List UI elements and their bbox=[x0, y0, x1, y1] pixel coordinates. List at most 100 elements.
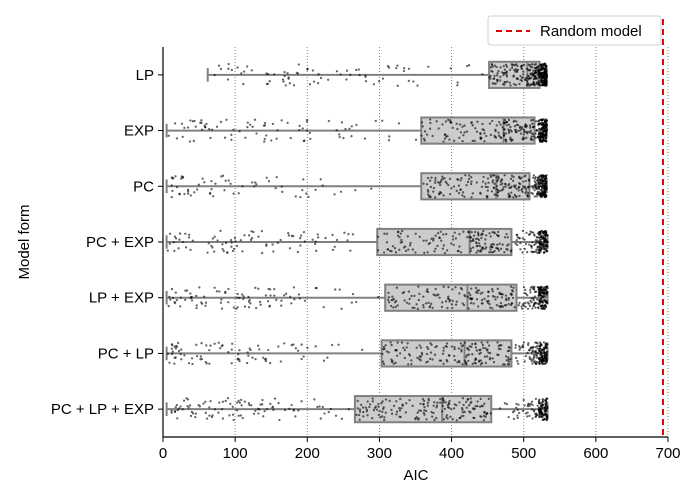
point bbox=[481, 73, 484, 76]
point bbox=[534, 68, 538, 72]
point bbox=[485, 300, 489, 303]
point bbox=[484, 242, 487, 245]
point bbox=[247, 234, 251, 237]
point bbox=[179, 305, 182, 308]
point bbox=[402, 346, 405, 350]
point bbox=[169, 298, 172, 301]
point bbox=[469, 397, 472, 400]
point bbox=[444, 401, 447, 404]
point bbox=[481, 343, 485, 347]
point bbox=[458, 292, 461, 295]
point bbox=[486, 341, 489, 344]
point bbox=[545, 292, 548, 295]
point bbox=[286, 121, 289, 125]
point bbox=[229, 402, 232, 406]
point bbox=[323, 412, 326, 415]
point bbox=[499, 123, 502, 126]
point bbox=[533, 71, 536, 75]
point bbox=[496, 191, 499, 194]
point bbox=[372, 83, 375, 86]
point bbox=[197, 183, 201, 186]
point bbox=[170, 411, 173, 414]
point bbox=[478, 244, 482, 248]
point bbox=[403, 299, 406, 302]
point bbox=[264, 294, 268, 297]
point bbox=[355, 123, 358, 127]
point bbox=[517, 185, 521, 188]
point bbox=[533, 234, 536, 237]
point bbox=[511, 289, 514, 292]
point bbox=[513, 306, 516, 309]
point bbox=[350, 135, 353, 138]
point bbox=[200, 119, 203, 122]
point bbox=[414, 417, 417, 421]
point bbox=[330, 343, 334, 347]
point bbox=[205, 344, 208, 347]
point bbox=[246, 351, 249, 354]
point bbox=[489, 74, 492, 78]
point bbox=[472, 302, 475, 305]
point bbox=[213, 286, 216, 289]
point bbox=[491, 82, 494, 85]
point bbox=[321, 405, 324, 409]
point bbox=[213, 408, 217, 411]
point bbox=[505, 359, 508, 362]
point bbox=[236, 66, 239, 69]
point bbox=[525, 190, 528, 193]
point bbox=[324, 236, 327, 240]
point bbox=[168, 361, 171, 364]
point bbox=[511, 179, 515, 183]
point bbox=[526, 343, 530, 347]
point bbox=[445, 358, 448, 362]
point bbox=[371, 397, 374, 400]
point bbox=[338, 133, 341, 136]
point bbox=[544, 241, 547, 244]
point bbox=[467, 359, 470, 362]
point bbox=[317, 73, 320, 76]
point bbox=[491, 119, 494, 123]
point bbox=[497, 249, 501, 252]
point bbox=[418, 235, 421, 239]
point bbox=[481, 122, 484, 126]
point bbox=[227, 301, 230, 304]
point bbox=[540, 245, 544, 249]
point bbox=[180, 358, 183, 361]
point bbox=[231, 405, 234, 408]
point bbox=[174, 406, 177, 409]
point bbox=[300, 357, 303, 361]
point bbox=[530, 408, 534, 411]
point bbox=[526, 186, 529, 189]
point bbox=[469, 249, 472, 253]
point bbox=[174, 291, 177, 294]
point bbox=[430, 411, 433, 414]
point bbox=[442, 346, 445, 349]
point bbox=[542, 183, 545, 187]
point bbox=[500, 189, 504, 192]
point bbox=[442, 401, 445, 404]
point bbox=[476, 244, 479, 248]
point bbox=[400, 341, 404, 344]
point bbox=[502, 363, 505, 366]
point bbox=[519, 242, 522, 245]
point bbox=[451, 126, 454, 130]
point bbox=[269, 402, 272, 405]
point bbox=[514, 184, 517, 187]
point bbox=[238, 296, 241, 300]
point bbox=[231, 342, 234, 345]
point bbox=[493, 231, 496, 234]
point bbox=[395, 286, 398, 289]
point bbox=[232, 192, 235, 195]
point bbox=[404, 245, 407, 248]
point bbox=[399, 232, 402, 235]
point bbox=[327, 410, 330, 414]
point bbox=[489, 351, 492, 355]
point bbox=[526, 405, 529, 408]
point bbox=[515, 238, 518, 242]
point bbox=[531, 241, 534, 244]
point bbox=[539, 297, 543, 301]
point bbox=[245, 65, 249, 68]
point bbox=[175, 137, 179, 140]
point bbox=[533, 243, 536, 247]
point bbox=[481, 302, 484, 305]
point bbox=[398, 248, 401, 251]
